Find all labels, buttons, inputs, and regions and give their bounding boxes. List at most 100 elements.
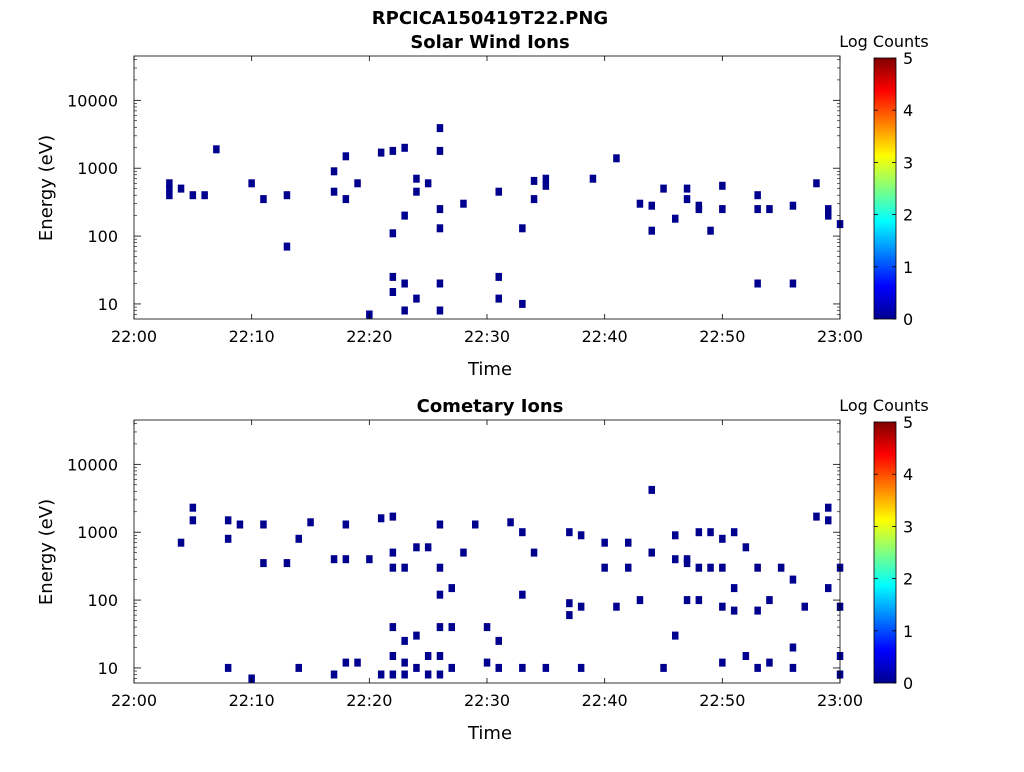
spectrogram-cell bbox=[483, 658, 491, 667]
y-axis-label: Energy (eV) bbox=[36, 135, 57, 241]
x-axis-label: Time bbox=[467, 723, 512, 744]
x-tick-label: 22:00 bbox=[111, 691, 157, 710]
spectrogram-cell bbox=[389, 623, 397, 632]
spectrogram-cell bbox=[742, 652, 750, 660]
spectrogram-cell bbox=[389, 548, 397, 557]
spectrogram-cell bbox=[330, 167, 338, 176]
spectrogram-cell bbox=[825, 503, 832, 512]
plot-frame bbox=[133, 55, 841, 320]
spectrogram-cell bbox=[495, 636, 502, 645]
spectrogram-cell bbox=[166, 191, 173, 200]
colorbar-tick-label: 5 bbox=[903, 413, 913, 432]
spectrogram-cell bbox=[519, 663, 526, 672]
spectrogram-cell bbox=[177, 538, 185, 547]
spectrogram-cell bbox=[789, 201, 797, 210]
colorbar-tick-label: 1 bbox=[903, 622, 913, 641]
spectrogram-cell bbox=[260, 520, 267, 529]
spectrogram-cell bbox=[789, 663, 797, 672]
colorbar-tick-label: 2 bbox=[903, 570, 913, 589]
spectrogram-cell bbox=[413, 631, 420, 640]
colorbar-label: Log Counts bbox=[839, 396, 929, 415]
spectrogram-cell bbox=[566, 528, 573, 537]
spectrogram-cell bbox=[577, 602, 585, 611]
spectrogram-cell bbox=[719, 602, 726, 611]
spectrogram-cell bbox=[213, 145, 220, 154]
spectrogram-cell bbox=[754, 563, 761, 572]
spectrogram-cell bbox=[507, 518, 514, 527]
spectrogram-cell bbox=[625, 538, 632, 547]
spectrogram-cell bbox=[742, 543, 750, 552]
spectrogram-cell bbox=[389, 512, 397, 521]
x-tick-label: 22:30 bbox=[464, 691, 510, 710]
spectrogram-cell bbox=[436, 652, 444, 660]
spectrogram-cell bbox=[566, 599, 573, 608]
spectrogram-cell bbox=[413, 543, 420, 552]
spectrogram-cell bbox=[777, 563, 785, 572]
spectrogram-cell bbox=[436, 306, 444, 315]
spectrogram-cell bbox=[224, 516, 232, 525]
spectrogram-cell bbox=[342, 555, 350, 564]
spectrogram-cell bbox=[519, 224, 526, 233]
spectrogram-cell bbox=[825, 516, 832, 525]
spectrogram-cell bbox=[530, 176, 538, 185]
x-tick-label: 23:00 bbox=[817, 691, 863, 710]
spectrogram-cell bbox=[342, 520, 350, 529]
spectrogram-cell bbox=[660, 663, 667, 672]
spectrogram-cell bbox=[495, 663, 502, 672]
spectrogram-cell bbox=[342, 658, 350, 667]
spectrogram-cell bbox=[530, 195, 538, 204]
spectrogram-cell bbox=[436, 623, 444, 632]
spectrogram-cell bbox=[448, 663, 455, 672]
spectrogram-cell bbox=[295, 534, 302, 543]
spectrogram-cell bbox=[224, 534, 232, 543]
spectrogram-cell bbox=[377, 514, 385, 523]
spectrogram-cell bbox=[483, 623, 491, 632]
plot-area bbox=[134, 420, 840, 683]
spectrogram-cell bbox=[166, 179, 173, 188]
spectrogram-cell bbox=[542, 181, 550, 190]
y-tick-label: 1000 bbox=[77, 159, 118, 178]
spectrogram-cell bbox=[672, 555, 679, 564]
spectrogram-cell bbox=[236, 520, 244, 529]
spectrogram-cell bbox=[366, 555, 373, 564]
spectrogram-cell bbox=[189, 191, 197, 200]
panel-title: Solar Wind Ions bbox=[410, 32, 569, 53]
y-tick-label: 10 bbox=[98, 295, 118, 314]
spectrogram-cell bbox=[825, 584, 832, 593]
spectrogram-cell bbox=[766, 205, 773, 214]
spectrogram-cell bbox=[413, 174, 420, 183]
spectrogram-cell bbox=[389, 229, 397, 238]
spectrogram-cell bbox=[342, 152, 350, 161]
spectrogram-cell bbox=[719, 205, 726, 214]
spectrogram-cells bbox=[177, 485, 844, 683]
spectrogram-cell bbox=[389, 146, 397, 155]
colorbar-tick-label: 5 bbox=[903, 49, 913, 68]
spectrogram-cell bbox=[436, 563, 444, 572]
spectrogram-cell bbox=[389, 272, 397, 281]
spectrogram-cell bbox=[401, 306, 408, 315]
x-tick-label: 22:00 bbox=[111, 327, 157, 346]
x-tick-label: 22:40 bbox=[582, 327, 628, 346]
x-tick-label: 22:30 bbox=[464, 327, 510, 346]
spectrogram-cell bbox=[801, 602, 808, 611]
spectrogram-cell bbox=[648, 485, 655, 494]
x-tick-label: 22:50 bbox=[699, 691, 745, 710]
spectrogram-cell bbox=[330, 555, 338, 564]
spectrogram-cell bbox=[260, 559, 267, 568]
spectrogram-cell bbox=[401, 658, 408, 667]
spectrogram-cell bbox=[766, 658, 773, 667]
spectrogram-cell bbox=[283, 191, 291, 200]
spectrogram-cell bbox=[166, 184, 173, 193]
spectrogram-cell bbox=[342, 195, 350, 204]
spectrogram-cell bbox=[354, 179, 361, 188]
y-tick-label: 100 bbox=[87, 227, 118, 246]
spectrogram-cell bbox=[542, 174, 550, 183]
spectrogram-cell bbox=[577, 531, 585, 540]
spectrogram-cell bbox=[330, 187, 338, 196]
colorbar-tick-label: 4 bbox=[903, 465, 913, 484]
spectrogram-cell bbox=[460, 548, 467, 557]
spectrogram-cell bbox=[754, 279, 761, 288]
spectrogram-cell bbox=[436, 590, 444, 599]
spectrogram-cell bbox=[648, 548, 655, 557]
